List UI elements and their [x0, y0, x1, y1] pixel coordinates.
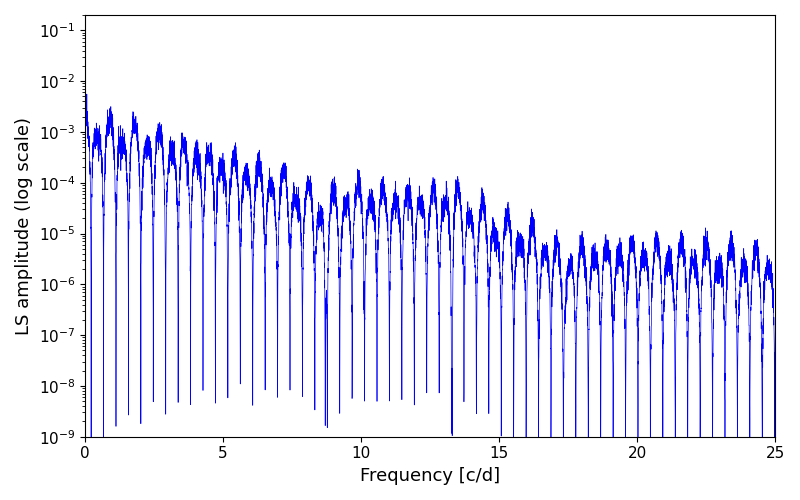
X-axis label: Frequency [c/d]: Frequency [c/d]	[360, 467, 500, 485]
Y-axis label: LS amplitude (log scale): LS amplitude (log scale)	[15, 117, 33, 335]
